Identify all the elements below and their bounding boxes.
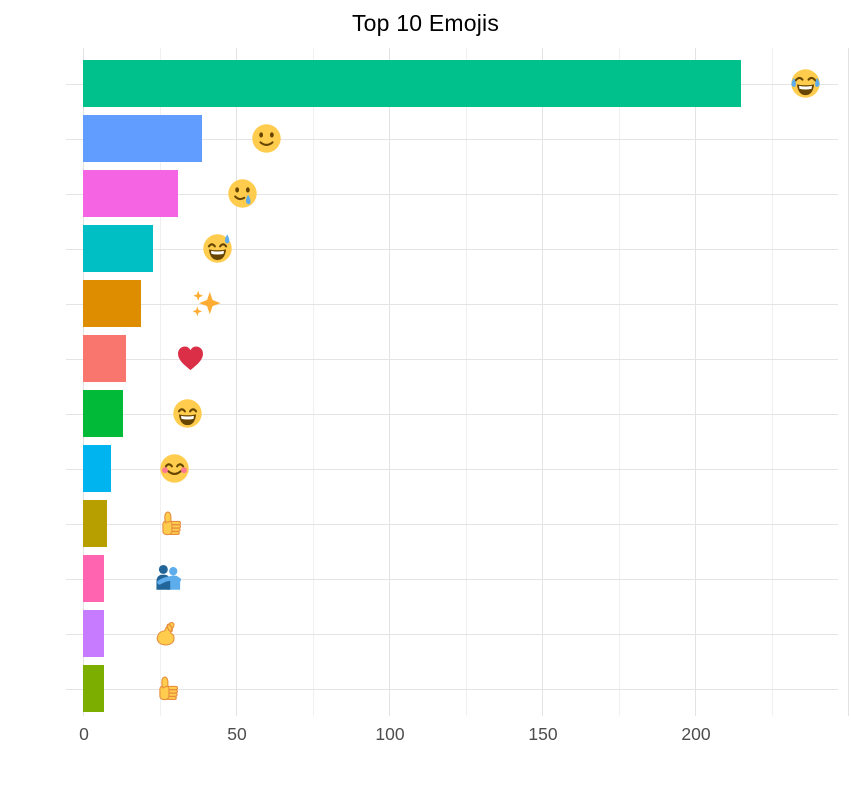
- x-gridline-175: [618, 48, 620, 716]
- y-gridline-10: [66, 578, 838, 580]
- x-gridline-125: [465, 48, 467, 716]
- y-gridline-8: [66, 468, 838, 470]
- bar-pinched-fingers: [83, 609, 105, 658]
- bar-thumbs-up: [83, 499, 108, 548]
- chart-title: Top 10 Emojis: [351, 10, 500, 36]
- y-gridline-3: [66, 193, 838, 195]
- bar-thumbs-up: [83, 664, 105, 713]
- sparkles-emoji: [190, 288, 221, 319]
- bar-grinning-face-with-sweat: [83, 224, 154, 273]
- bar-smiling-face-with-smiling-eyes: [83, 444, 111, 493]
- bar-grinning-face-with-smiling-eyes: [83, 389, 123, 438]
- y-gridline-11: [66, 633, 838, 635]
- pinched-fingers-emoji: [153, 618, 184, 649]
- x-tick-label-150: 150: [528, 724, 558, 744]
- bar-people-hugging: [83, 554, 105, 603]
- smiling-face-with-tear-emoji: [227, 178, 258, 209]
- thumbs-up-emoji: [153, 673, 184, 704]
- y-gridline-4: [66, 248, 838, 250]
- people-hugging-emoji: [153, 563, 184, 594]
- plot-panel: [66, 48, 851, 716]
- x-gridline-25: [159, 48, 161, 716]
- y-gridline-9: [66, 523, 838, 525]
- y-gridline-5: [66, 303, 838, 305]
- x-gridline-200: [695, 48, 696, 716]
- x-gridline-250: [848, 48, 849, 716]
- x-axis: 0 50 100 150 200: [0, 724, 851, 746]
- x-gridline-150: [542, 48, 543, 716]
- grinning-face-with-smiling-eyes-emoji: [172, 398, 203, 429]
- y-gridline-2: [66, 138, 838, 140]
- x-tick-label-100: 100: [375, 724, 405, 744]
- slightly-smiling-face-emoji: [251, 123, 282, 154]
- grinning-face-with-sweat-emoji: [202, 233, 233, 264]
- red-heart-emoji: [175, 343, 206, 374]
- x-gridline-75: [312, 48, 314, 716]
- face-with-tears-of-joy-emoji: [790, 68, 821, 99]
- bar-face-with-tears-of-joy: [83, 59, 741, 108]
- bar-sparkles: [83, 279, 142, 328]
- thumbs-up-emoji: [156, 508, 187, 539]
- x-tick-label-200: 200: [681, 724, 711, 744]
- smiling-face-with-smiling-eyes-emoji: [159, 453, 190, 484]
- bar-red-heart: [83, 334, 126, 383]
- bar-smiling-face-with-tear: [83, 169, 178, 218]
- y-gridline-7: [66, 413, 838, 415]
- y-gridline-12: [66, 688, 838, 690]
- x-gridline-50: [236, 48, 237, 716]
- x-gridline-225: [771, 48, 773, 716]
- y-gridline-6: [66, 358, 838, 360]
- bar-slightly-smiling-face: [83, 114, 203, 163]
- x-tick-label-0: 0: [79, 724, 89, 744]
- x-gridline-100: [389, 48, 390, 716]
- x-tick-label-50: 50: [227, 724, 247, 744]
